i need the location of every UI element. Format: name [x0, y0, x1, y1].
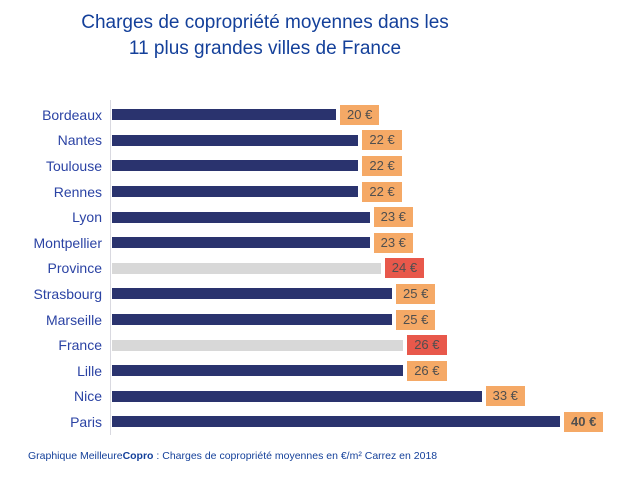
- value-bar: [112, 160, 359, 172]
- source-note-suffix: : Charges de copropriété moyennes en €/m…: [153, 450, 438, 462]
- category-label: Nice: [73, 388, 102, 405]
- value-label: 25 €: [396, 309, 436, 330]
- category-label: Bordeaux: [42, 106, 102, 123]
- y-axis-line: [110, 100, 111, 435]
- chart-page: Charges de copropriété moyennes dans les…: [0, 10, 636, 490]
- row-plot-area: 20 €: [111, 104, 636, 125]
- chart-row: Lille 26 €: [0, 358, 636, 384]
- value-bar: [112, 339, 404, 351]
- chart-row: Strasbourg 25 €: [0, 281, 636, 307]
- chart-row: Marseille 25 €: [0, 307, 636, 333]
- value-bar: [112, 237, 370, 249]
- value-label: 23 €: [373, 232, 413, 253]
- category-label: Marseille: [45, 311, 102, 328]
- category-label: France: [58, 337, 102, 354]
- category-label: Rennes: [53, 183, 102, 200]
- row-plot-area: 25 €: [111, 283, 636, 304]
- value-bar: [112, 186, 359, 198]
- source-note: Graphique MeilleureCopro : Charges de co…: [28, 450, 636, 462]
- row-plot-area: 22 €: [111, 130, 636, 151]
- chart-row: Bordeaux 20 €: [0, 102, 636, 128]
- value-bar: [112, 365, 404, 377]
- row-plot-area: 25 €: [111, 309, 636, 330]
- row-plot-area: 40 €: [111, 411, 636, 432]
- source-note-prefix: Graphique Meilleure: [28, 450, 123, 462]
- row-plot-area: 26 €: [111, 335, 636, 356]
- chart-title-line2: 11 plus grandes villes de France: [128, 38, 402, 59]
- value-label: 40 €: [564, 411, 604, 432]
- category-label: Nantes: [57, 132, 102, 149]
- value-bar: [112, 262, 381, 274]
- chart-title-line1: Charges de copropriété moyennes dans les: [81, 12, 449, 33]
- chart-title: Charges de copropriété moyennes dans les…: [0, 10, 530, 62]
- category-label: Montpellier: [33, 234, 102, 251]
- category-label: Paris: [70, 413, 102, 430]
- value-label: 22 €: [362, 181, 402, 202]
- category-label: Strasbourg: [33, 285, 102, 302]
- value-bar: [112, 314, 392, 326]
- bar-chart: Bordeaux 20 € Nantes 22 € Toulouse 22 € Rennes…: [0, 100, 636, 435]
- category-label: Toulouse: [45, 157, 102, 174]
- value-label: 26 €: [407, 335, 447, 356]
- chart-row: Rennes 22 €: [0, 179, 636, 205]
- value-bar: [112, 390, 482, 402]
- source-note-brand: Copro: [122, 450, 154, 462]
- chart-rows: Bordeaux 20 € Nantes 22 € Toulouse 22 € Rennes…: [0, 102, 636, 435]
- category-label: Province: [47, 260, 102, 277]
- category-label: Lille: [77, 362, 102, 379]
- value-label: 24 €: [384, 258, 425, 279]
- value-bar: [112, 109, 336, 121]
- chart-row: Nantes 22 €: [0, 128, 636, 154]
- value-bar: [112, 288, 392, 300]
- row-plot-area: 22 €: [111, 181, 636, 202]
- row-plot-area: 23 €: [111, 207, 636, 228]
- value-label: 33 €: [485, 386, 525, 407]
- value-label: 22 €: [362, 155, 402, 176]
- chart-row: France 26 €: [0, 332, 636, 358]
- value-label: 25 €: [396, 283, 436, 304]
- chart-row: Province 24 €: [0, 256, 636, 282]
- value-label: 23 €: [373, 207, 413, 228]
- value-label: 20 €: [340, 104, 380, 125]
- row-plot-area: 33 €: [111, 386, 636, 407]
- value-bar: [112, 416, 560, 428]
- chart-row: Toulouse 22 €: [0, 153, 636, 179]
- category-label: Lyon: [72, 209, 102, 226]
- row-plot-area: 24 €: [111, 258, 636, 279]
- row-plot-area: 22 €: [111, 155, 636, 176]
- chart-row: Montpellier 23 €: [0, 230, 636, 256]
- chart-row: Nice 33 €: [0, 384, 636, 410]
- value-label: 26 €: [407, 360, 447, 381]
- chart-row: Lyon 23 €: [0, 204, 636, 230]
- value-bar: [112, 134, 359, 146]
- value-label: 22 €: [362, 130, 402, 151]
- row-plot-area: 23 €: [111, 232, 636, 253]
- row-plot-area: 26 €: [111, 360, 636, 381]
- chart-row: Paris 40 €: [0, 409, 636, 435]
- value-bar: [112, 211, 370, 223]
